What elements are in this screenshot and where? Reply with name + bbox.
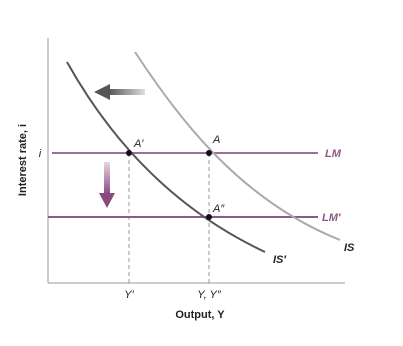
x-tick-label: Y′ [124,289,134,301]
point-label: A″ [212,203,225,215]
shift-arrow [108,89,145,95]
point [206,214,212,220]
is-curve [134,51,341,241]
lm-prime-label: LM′ [322,212,342,224]
point [206,150,212,156]
x-axis-label: Output, Y [175,309,225,321]
x-tick-label: Y, Y″ [197,289,222,301]
is-prime-label: IS′ [273,254,287,266]
point-label: A [212,134,220,146]
y-axis-label: Interest rate, i [17,124,29,196]
shift-arrow-head [94,84,110,100]
is-label: IS [344,242,355,254]
point-label: A′ [133,138,144,150]
shift-arrow-head [99,193,115,208]
lm-label: LM [325,148,342,160]
shift-arrow [104,162,110,194]
is-prime-curve [66,61,266,253]
point [126,150,132,156]
y-tick-label: i [39,148,42,160]
